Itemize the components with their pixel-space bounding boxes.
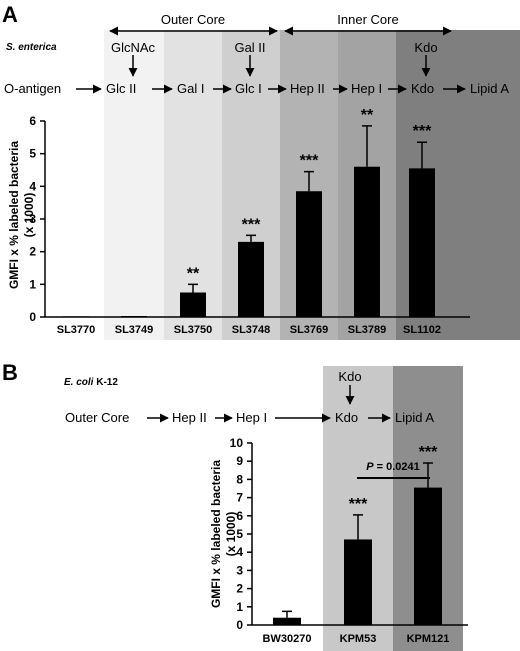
pathway-o-antigen: O-antigen [4,81,61,96]
chart-b-y-tick-label: 0 [236,618,243,632]
chart-a-bar-sl1102 [409,168,435,317]
inner-core-label: Inner Core [337,12,398,27]
chart-a: GMFI x % labeled bacteria (x 1000) 0 1 2 3 4… [7,107,470,336]
pathway-hep-ii: Hep II [290,81,325,96]
pathway-gal-i: Gal I [177,81,204,96]
pvalue-bracket: P = 0.0241 [357,461,430,479]
pathway-kdo: Kdo [411,81,434,96]
chart-a-significance-label: *** [413,123,432,140]
branch-gal-ii: Gal II [234,40,265,55]
chart-a-x-tick-label: SL3749 [115,324,154,336]
pathway-glc-ii: Glc II [106,81,136,96]
chart-b-significance-label: *** [349,496,368,513]
chart-a-x-tick-label: SL3769 [290,324,329,336]
panel-a: A Outer Core Inner Core S. enterica GlcN… [2,2,520,340]
pathway-chain-b: Outer Core Hep II Hep I Kdo Lipid A [65,410,434,425]
chart-a-x-tick-label: SL3750 [174,324,213,336]
chart-b-y-tick-label: 7 [236,491,243,505]
pathway-outer-core: Outer Core [65,410,129,425]
pvalue-symbol: P [366,461,374,473]
chart-b-y-tick-label: 10 [230,436,244,450]
chart-a-significance-label: *** [242,216,261,233]
chart-b-y-tick-label: 6 [236,509,243,523]
inner-core-range: Inner Core [284,12,452,36]
chart-a-y-axis-label: GMFI x % labeled bacteria [7,141,21,289]
chart-b-significance-label: *** [419,444,438,461]
outer-core-label: Outer Core [161,12,225,27]
chart-b-y-axis-label: GMFI x % labeled bacteria [209,460,223,608]
chart-b-y-tick-label: 4 [236,545,243,559]
chart-a-y-tick-label: 6 [29,114,36,128]
chart-b-y-axis-label-unit: (x 1000) [224,512,238,557]
pathway-kdo-b: Kdo [335,410,358,425]
chart-a-bar-sl3750 [180,292,206,317]
chart-b-x-tick-label: KPM121 [407,633,450,645]
outer-core-range: Outer Core [109,12,278,36]
panel-b: B E. coli K-12 Kdo Outer Core Hep II Hep… [2,360,468,651]
chart-b-bar-kpm53 [344,539,372,625]
branch-glcnac: GlcNAc [111,40,156,55]
chart-a-y-tick-label: 1 [29,277,36,291]
chart-a-significance-label: ** [361,107,374,124]
chart-a-x-tick-label: SL1102 [403,324,441,336]
chart-a-y-tick-label: 4 [29,179,36,193]
chart-b-y-tick-label: 2 [236,582,243,596]
chart-b-bar-kpm121 [414,487,442,625]
chart-b-y-tick-label: 9 [236,454,243,468]
chart-b-x-tick-label: BW30270 [263,633,312,645]
branch-kdo-b: Kdo [338,369,361,384]
pathway-hep-ii-b: Hep II [172,410,207,425]
chart-b-y-tick-label: 5 [236,527,243,541]
pathway-hep-i-b: Hep I [236,410,267,425]
chart-a-y-tick-label: 5 [29,147,36,161]
pathway-lipid-a-b: Lipid A [395,410,434,425]
chart-a-significance-label: ** [187,265,200,282]
chart-a-bar-sl3770 [63,316,89,317]
branch-kdo: Kdo [414,40,437,55]
chart-a-bar-sl3789 [354,166,380,317]
panel-a-letter: A [2,2,18,27]
chart-a-bar-sl3749 [121,316,147,317]
chart-a-y-tick-label: 0 [29,310,36,324]
chart-a-x-tick-label: SL3770 [57,324,96,336]
pathway-hep-i: Hep I [351,81,382,96]
chart-b-x-tick-label: KPM53 [340,633,377,645]
species-label: S. enterica [6,42,57,53]
pvalue-value: = 0.0241 [374,461,420,473]
chart-b-y-tick-label: 3 [236,563,243,577]
species-label-b: E. coli K-12 [64,377,118,388]
chart-a-y-axis-label-unit: (x 1000) [22,193,36,238]
pvalue-label: P = 0.0241 [366,461,420,473]
species-label-b-genus: E. coli [64,377,94,388]
chart-a-x-tick-label: SL3789 [348,324,387,336]
pathway-chain-a: O-antigen Glc II Gal I Glc I Hep II Hep … [4,81,509,96]
chart-a-bar-sl3748 [238,241,264,317]
pathway-lipid-a: Lipid A [470,81,509,96]
band-sl3749 [104,30,164,340]
pathway-glc-i: Glc I [235,81,262,96]
chart-a-x-tick-label: SL3748 [232,324,271,336]
chart-a-bar-sl3769 [296,191,322,317]
chart-b-y-tick-label: 8 [236,472,243,486]
chart-b-bar-bw30270 [273,617,301,625]
chart-b: GMFI x % labeled bacteria (x 1000) 0 1 2 3 4… [209,436,468,645]
chart-a-y-tick-label: 2 [29,245,36,259]
chart-a-y-tick-label: 3 [29,212,36,226]
chart-a-significance-label: *** [300,153,319,170]
species-label-b-strain: K-12 [93,377,118,388]
chart-b-y-tick-label: 1 [236,600,243,614]
panel-b-letter: B [2,360,18,385]
